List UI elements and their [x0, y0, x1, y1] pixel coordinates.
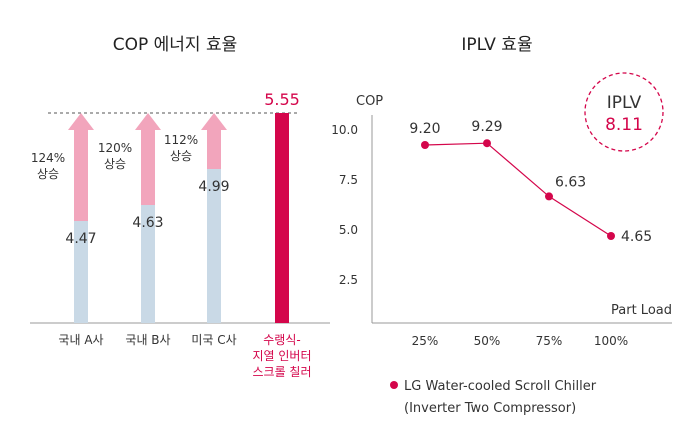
increase-arrow-shaft	[74, 129, 88, 221]
data-label: 4.65	[621, 229, 652, 245]
bar-chart-title: COP 에너지 효율	[113, 35, 238, 55]
increase-label: 상승	[104, 157, 126, 171]
bar-value-label: 4.99	[198, 179, 229, 195]
data-point	[421, 141, 429, 149]
y-tick-label: 5.0	[339, 223, 358, 237]
x-tick-label: 100%	[594, 334, 628, 348]
bar-value-label: 4.63	[132, 215, 163, 231]
data-label: 9.20	[409, 121, 440, 137]
increase-arrow-shaft	[141, 129, 155, 205]
increase-label: 124%	[31, 151, 65, 165]
category-label: 수랭식-	[263, 333, 300, 347]
increase-arrow-head	[201, 113, 227, 130]
data-label: 6.63	[555, 174, 586, 190]
y-tick-label: 10.0	[331, 123, 358, 137]
bar	[74, 221, 88, 323]
category-label: 지열 인버터	[252, 349, 311, 363]
increase-label: 112%	[164, 133, 198, 147]
bar-value-label: 4.47	[65, 231, 96, 247]
iplv-badge-label: IPLV	[607, 93, 642, 113]
increase-arrow-shaft	[207, 129, 221, 169]
data-label: 9.29	[471, 119, 502, 135]
bar	[141, 205, 155, 323]
bar	[207, 169, 221, 323]
y-tick-label: 7.5	[339, 173, 358, 187]
line-chart-title: IPLV 효율	[461, 35, 532, 55]
category-label: 국내 B사	[125, 333, 170, 347]
data-point	[607, 232, 615, 240]
x-tick-label: 75%	[536, 334, 563, 348]
iplv-badge-value: 8.11	[605, 115, 643, 135]
x-tick-label: 50%	[474, 334, 501, 348]
legend-label: LG Water-cooled Scroll Chiller	[404, 379, 597, 394]
y-axis-label: COP	[356, 94, 383, 109]
increase-arrow-head	[68, 113, 94, 130]
bar-value-label: 5.55	[264, 90, 300, 109]
increase-arrow-head	[135, 113, 161, 130]
iplv-badge	[584, 72, 664, 152]
bar-highlight	[275, 113, 289, 323]
category-label: 미국 C사	[191, 333, 236, 347]
x-axis-label: Part Load	[611, 303, 672, 318]
category-label: 스크롤 칠러	[252, 365, 311, 379]
legend-marker	[390, 381, 398, 389]
increase-label: 120%	[98, 141, 132, 155]
increase-label: 상승	[170, 149, 192, 163]
legend-label: (Inverter Two Compressor)	[404, 401, 576, 416]
series-line	[424, 142, 612, 237]
y-tick-label: 2.5	[339, 273, 358, 287]
data-point	[483, 139, 491, 148]
line-chart: COP Part Load 2.5 5.0 7.5 10.0 25% 50% 75% 100% 9.…	[331, 72, 672, 416]
category-label: 국내 A사	[58, 333, 103, 347]
data-point	[545, 192, 553, 201]
increase-label: 상승	[37, 167, 59, 181]
x-tick-label: 25%	[412, 334, 439, 348]
